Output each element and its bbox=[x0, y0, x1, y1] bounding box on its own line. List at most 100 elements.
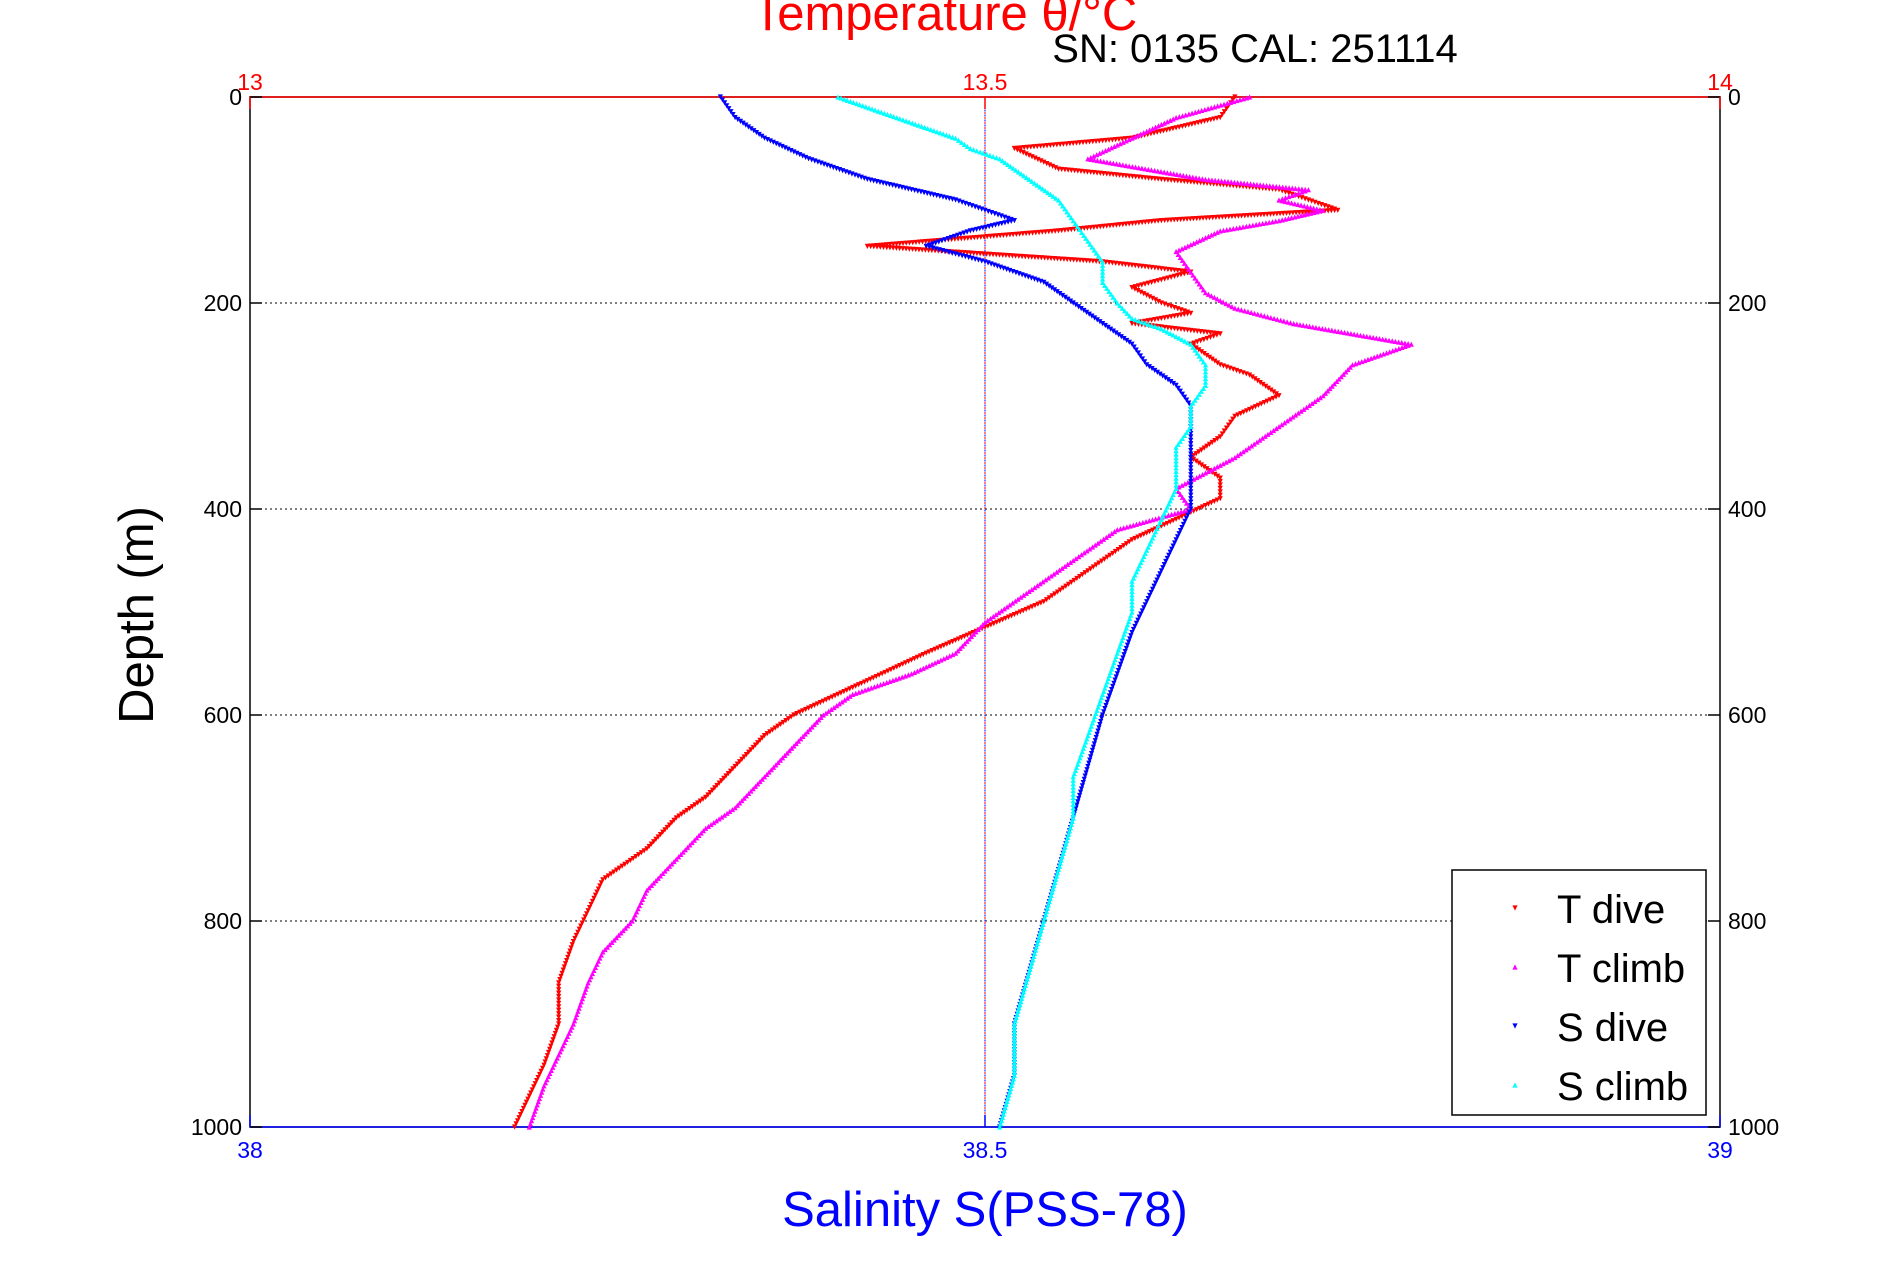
interpolated-marker bbox=[1042, 188, 1048, 194]
interpolated-marker bbox=[1104, 159, 1110, 165]
interpolated-marker bbox=[1063, 583, 1069, 589]
interpolated-marker bbox=[770, 139, 776, 145]
interpolated-marker bbox=[914, 668, 920, 674]
chart-subtitle: SN: 0135 CAL: 251114 bbox=[1052, 27, 1457, 71]
interpolated-marker bbox=[1380, 351, 1387, 357]
interpolated-marker bbox=[1031, 953, 1037, 960]
interpolated-marker bbox=[1133, 347, 1139, 353]
interpolated-marker bbox=[1015, 169, 1022, 175]
interpolated-marker bbox=[1386, 337, 1392, 343]
data-point bbox=[1173, 465, 1179, 471]
data-point bbox=[1173, 444, 1179, 450]
interpolated-marker bbox=[1314, 396, 1321, 403]
interpolated-marker bbox=[728, 109, 734, 115]
interpolated-marker bbox=[602, 875, 609, 881]
interpolated-marker bbox=[1103, 702, 1109, 709]
interpolated-marker bbox=[1338, 374, 1344, 380]
interpolated-marker bbox=[1152, 167, 1158, 174]
interpolated-marker bbox=[1135, 617, 1141, 623]
interpolated-marker bbox=[1263, 383, 1269, 389]
data-point bbox=[1276, 424, 1282, 430]
data-point bbox=[1026, 176, 1032, 182]
interpolated-marker bbox=[990, 613, 996, 620]
interpolated-marker bbox=[971, 631, 977, 637]
interpolated-marker bbox=[1129, 588, 1135, 594]
interpolated-marker bbox=[804, 729, 811, 735]
interpolated-marker bbox=[1312, 398, 1318, 405]
interpolated-marker bbox=[944, 654, 950, 660]
data-point bbox=[1129, 578, 1135, 584]
interpolated-marker bbox=[1154, 369, 1160, 375]
data-point bbox=[1349, 362, 1356, 368]
interpolated-marker bbox=[1188, 434, 1194, 440]
interpolated-marker bbox=[553, 1027, 560, 1033]
data-point bbox=[1217, 228, 1223, 234]
interpolated-marker bbox=[556, 1011, 562, 1017]
data-point bbox=[791, 743, 797, 749]
depth-tick-label-right: 400 bbox=[1728, 496, 1766, 522]
interpolated-marker bbox=[1070, 787, 1076, 794]
interpolated-marker bbox=[1174, 171, 1180, 177]
interpolated-marker bbox=[1319, 326, 1325, 332]
interpolated-marker bbox=[1079, 572, 1085, 578]
data-point bbox=[1100, 321, 1106, 327]
interpolated-marker bbox=[802, 731, 808, 737]
interpolated-marker bbox=[1058, 857, 1064, 863]
interpolated-marker bbox=[1142, 320, 1148, 326]
interpolated-marker bbox=[1190, 174, 1196, 180]
data-series bbox=[512, 94, 1414, 1130]
interpolated-marker bbox=[1257, 437, 1263, 443]
interpolated-marker bbox=[798, 736, 804, 742]
interpolated-marker bbox=[1242, 308, 1248, 314]
interpolated-marker bbox=[859, 688, 865, 694]
interpolated-marker bbox=[1167, 330, 1173, 336]
interpolated-marker bbox=[920, 665, 926, 671]
interpolated-marker bbox=[1107, 160, 1113, 166]
interpolated-marker bbox=[1218, 178, 1225, 184]
interpolated-marker bbox=[1180, 521, 1187, 528]
interpolated-marker bbox=[1204, 352, 1210, 359]
interpolated-marker bbox=[682, 847, 688, 853]
interpolated-marker bbox=[847, 693, 853, 699]
interpolated-marker bbox=[1271, 315, 1277, 322]
interpolated-marker bbox=[566, 951, 572, 957]
interpolated-marker bbox=[1395, 339, 1402, 345]
interpolated-marker bbox=[885, 668, 891, 674]
interpolated-marker bbox=[1238, 410, 1244, 417]
data-point bbox=[1114, 300, 1120, 306]
interpolated-marker bbox=[1117, 526, 1124, 532]
interpolated-marker bbox=[1179, 246, 1185, 252]
interpolated-marker bbox=[1147, 294, 1153, 300]
interpolated-marker bbox=[691, 837, 697, 843]
interpolated-marker bbox=[998, 608, 1005, 614]
interpolated-marker bbox=[1177, 254, 1183, 260]
interpolated-marker bbox=[1283, 184, 1289, 191]
interpolated-marker bbox=[1240, 96, 1246, 102]
interpolated-marker bbox=[1047, 895, 1053, 902]
interpolated-marker bbox=[602, 946, 608, 953]
interpolated-marker bbox=[1109, 530, 1115, 537]
interpolated-marker bbox=[1313, 324, 1319, 331]
data-point bbox=[1232, 413, 1238, 419]
interpolated-marker bbox=[1149, 295, 1156, 301]
interpolated-marker bbox=[743, 793, 750, 799]
interpolated-marker bbox=[1052, 879, 1058, 885]
interpolated-marker bbox=[893, 676, 899, 682]
interpolated-marker bbox=[1301, 212, 1307, 218]
interpolated-marker bbox=[528, 1090, 534, 1096]
interpolated-marker bbox=[551, 1034, 557, 1040]
interpolated-marker bbox=[681, 809, 687, 815]
interpolated-marker bbox=[1186, 266, 1192, 272]
interpolated-marker bbox=[1251, 441, 1257, 447]
interpolated-marker bbox=[1327, 385, 1333, 392]
interpolated-marker bbox=[1062, 844, 1068, 850]
interpolated-marker bbox=[1035, 937, 1041, 943]
interpolated-marker bbox=[872, 107, 878, 113]
interpolated-marker bbox=[1060, 585, 1066, 591]
interpolated-marker bbox=[675, 854, 682, 860]
interpolated-marker bbox=[655, 875, 661, 881]
interpolated-marker bbox=[794, 711, 800, 717]
interpolated-marker bbox=[1296, 186, 1302, 192]
interpolated-marker bbox=[1071, 577, 1077, 584]
interpolated-marker bbox=[1088, 751, 1095, 757]
